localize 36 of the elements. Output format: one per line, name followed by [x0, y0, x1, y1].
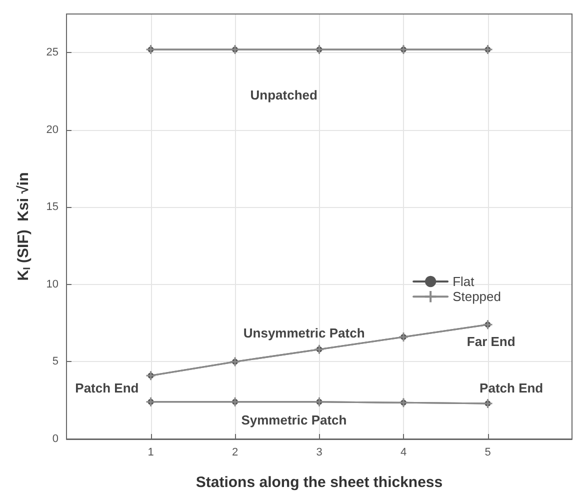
y-tick-label: 25 — [46, 46, 58, 59]
point — [314, 44, 324, 55]
x-tick-label: 5 — [484, 446, 491, 458]
annotation: Unsymmetric Patch — [243, 325, 365, 340]
annotation: Far End — [466, 334, 516, 349]
x-tick-label: 4 — [400, 446, 407, 458]
point — [482, 44, 493, 55]
point — [398, 397, 409, 408]
point — [482, 398, 493, 409]
point — [398, 332, 409, 342]
x-tick-label: 1 — [148, 446, 154, 458]
point — [146, 396, 156, 408]
annotation: Patch End — [480, 380, 544, 396]
y-tick-label: 0 — [52, 433, 58, 445]
point — [230, 396, 240, 408]
y-tick-label: 10 — [46, 278, 58, 290]
y-axis-title: KI (SIF) Ksi √in — [15, 172, 33, 281]
point — [314, 396, 324, 408]
x-tick-label: 3 — [316, 446, 322, 458]
point — [230, 356, 240, 367]
annotation: Unpatched — [250, 87, 318, 102]
point — [146, 370, 156, 381]
y-tick-label: 5 — [52, 356, 58, 368]
point — [314, 344, 324, 355]
x-tick-label: 2 — [232, 446, 238, 458]
y-tick-label: 20 — [46, 124, 58, 136]
annotation: Symmetric Patch — [241, 412, 347, 428]
point — [398, 44, 409, 55]
legend-label: Stepped — [452, 289, 502, 304]
point — [146, 44, 156, 55]
x-axis-title: Stations along the sheet thickness — [196, 474, 443, 491]
point — [482, 319, 493, 330]
y-tick-label: 15 — [46, 201, 58, 214]
point — [230, 44, 240, 55]
annotation: Patch End — [75, 380, 139, 396]
legend-label: Flat — [452, 274, 475, 289]
